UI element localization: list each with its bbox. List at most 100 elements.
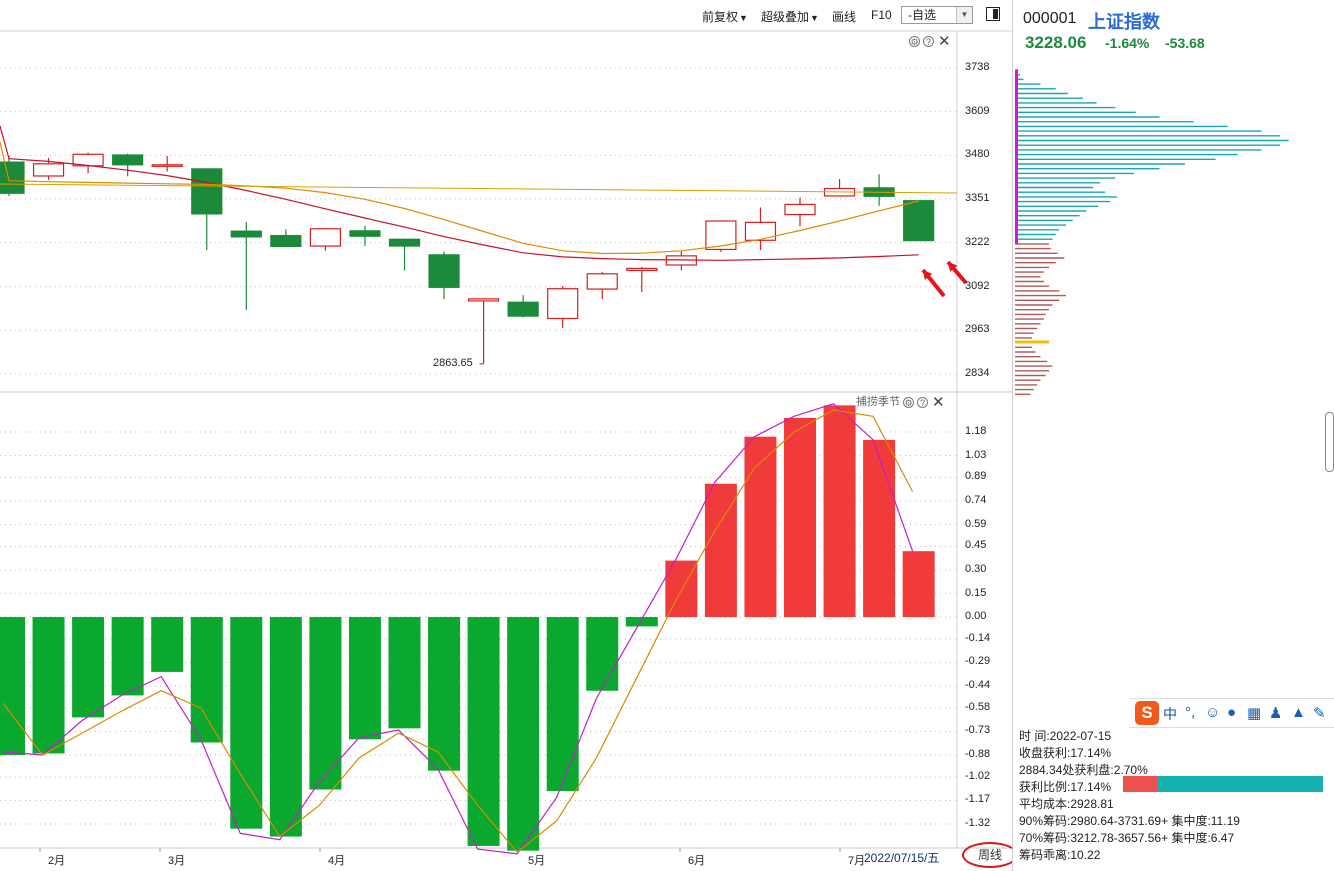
watchlist-label: -自选 — [908, 8, 936, 22]
scrollbar-thumb[interactable] — [1325, 412, 1334, 472]
x-axis-month: 7月 — [848, 855, 866, 867]
indicator-axis-tick: -0.29 — [965, 655, 991, 668]
ma-line-orange — [0, 141, 919, 255]
candlestick — [0, 156, 25, 196]
ma-line-gold — [0, 183, 958, 194]
emoji-icon[interactable]: ☺ — [1205, 704, 1221, 721]
stock-code: 000001 — [1023, 10, 1077, 27]
draw-button[interactable]: 画线 — [832, 10, 857, 24]
user-icon[interactable]: ♟ — [1269, 705, 1283, 722]
tools-icon[interactable]: ✎ — [1313, 705, 1326, 722]
chevron-down-icon[interactable]: ▼ — [956, 7, 972, 23]
change-percent: -1.64% — [1105, 35, 1150, 51]
candlestick — [468, 298, 500, 364]
chinese-mode-icon[interactable]: 中 — [1163, 706, 1177, 722]
indicator-bar — [309, 617, 342, 790]
price-axis-tick: 3351 — [965, 191, 990, 204]
candlestick — [151, 156, 183, 172]
profit-at-price: 2884.34处获利盘:2.70% — [1019, 763, 1148, 777]
indicator-bar — [863, 439, 896, 618]
close-icon[interactable]: ✕ — [932, 394, 945, 412]
price-axis-tick: 2963 — [965, 323, 990, 336]
punctuation-icon[interactable]: °, — [1185, 704, 1196, 721]
sogou-logo-icon[interactable]: S — [1135, 701, 1159, 725]
watchlist-dropdown[interactable]: -自选 ▼ — [901, 6, 973, 24]
overlay-dropdown[interactable]: 超级叠加▼ — [761, 8, 819, 25]
keyboard-icon[interactable]: ▦ — [1247, 705, 1262, 722]
indicator-axis-tick: 0.45 — [965, 539, 987, 552]
low-price-label: 2863.65 — [433, 357, 473, 369]
annotation-arrow — [946, 260, 968, 285]
indicator-bar — [625, 617, 658, 627]
indicator-axis-tick: -1.02 — [965, 769, 991, 782]
settings-icon[interactable]: ⚙ — [903, 396, 914, 408]
cursor-date: 2022/07/15/五 — [864, 851, 940, 865]
indicator-title: 捕捞季节 — [856, 396, 900, 408]
last-price: 3228.06 — [1025, 33, 1087, 52]
chip-divergence: 筹码乖离:10.22 — [1019, 848, 1101, 862]
indicator-axis-tick: -1.17 — [965, 793, 991, 806]
x-axis-month: 2月 — [48, 855, 66, 867]
indicator-axis-tick: -1.32 — [965, 817, 991, 829]
indicator-bar — [507, 617, 540, 851]
indicator-bar — [902, 551, 935, 618]
indicator-axis-tick: 0.59 — [965, 517, 987, 530]
stock-name[interactable]: 上证指数 — [1088, 12, 1160, 32]
indicator-axis-tick: -0.58 — [965, 700, 991, 713]
indicator-bar — [0, 617, 25, 756]
price-axis-tick: 3222 — [965, 235, 990, 248]
candlestick — [349, 225, 381, 247]
indicator-bar — [348, 617, 381, 740]
indicator-bar — [428, 617, 461, 771]
indicator-axis-tick: 0.15 — [965, 586, 987, 599]
indicator-bar — [32, 617, 65, 754]
close-profit: 收盘获利:17.14% — [1019, 746, 1112, 760]
change-value: -53.68 — [1165, 35, 1205, 51]
f10-button[interactable]: F10 — [871, 8, 892, 22]
candlestick — [507, 295, 539, 318]
loss-ratio-fill — [1157, 776, 1323, 792]
help-icon[interactable]: ? — [923, 35, 934, 47]
indicator-axis-tick: -0.73 — [965, 724, 991, 737]
x-axis-month: 5月 — [528, 855, 546, 867]
profit-ratio-fill — [1123, 776, 1158, 792]
candlestick — [112, 153, 144, 177]
candlestick — [428, 251, 460, 300]
chevron-down-icon: ▼ — [739, 13, 748, 23]
indicator-pane-controls: 捕捞季节 ⚙? ✕ — [856, 393, 945, 411]
indicator-axis-tick: 0.00 — [965, 610, 987, 623]
help-icon[interactable]: ? — [917, 396, 928, 408]
layout-toggle-icon[interactable] — [986, 7, 1000, 21]
indicator-axis-tick: 0.89 — [965, 470, 987, 483]
candlestick — [784, 197, 816, 227]
settings-icon[interactable]: ⚙ — [909, 35, 920, 47]
ma-line-red — [0, 125, 919, 261]
skin-icon[interactable]: ▲ — [1291, 704, 1306, 721]
indicator-axis-tick: -0.88 — [965, 748, 991, 760]
candlestick — [903, 200, 935, 242]
indicator-axis-tick: 1.03 — [965, 448, 987, 461]
price-axis-tick: 3092 — [965, 279, 990, 292]
candlestick — [230, 222, 262, 311]
candlestick — [863, 174, 895, 206]
candlestick — [191, 168, 223, 251]
average-cost: 平均成本:2928.81 — [1019, 797, 1114, 811]
adjust-dropdown[interactable]: 前复权▼ — [702, 8, 748, 25]
close-icon[interactable]: ✕ — [938, 33, 951, 50]
indicator-bar — [230, 617, 263, 829]
indicator-bar — [704, 483, 737, 618]
chip-time: 时 间:2022-07-15 — [1019, 729, 1112, 743]
annotation-arrow-head — [948, 262, 958, 272]
chart-svg — [0, 30, 1012, 855]
period-button[interactable]: 周线 — [962, 842, 1018, 868]
price-axis-tick: 3480 — [965, 148, 990, 161]
indicator-axis-tick: 0.30 — [965, 562, 987, 575]
indicator-axis-tick: -0.14 — [965, 631, 991, 644]
microphone-icon[interactable]: ● — [1227, 704, 1237, 721]
candlestick — [547, 285, 579, 328]
price-axis-tick: 3738 — [965, 61, 990, 73]
indicator-bar — [72, 617, 105, 718]
indicator-bar — [586, 617, 619, 691]
chip-histogram — [1015, 69, 1289, 395]
chart-area: 前复权▼ 超级叠加▼ 画线 F10 -自选 ▼ ⚙? ✕ 捕捞季节 ⚙? ✕ 3738 3… — [0, 6, 1018, 868]
